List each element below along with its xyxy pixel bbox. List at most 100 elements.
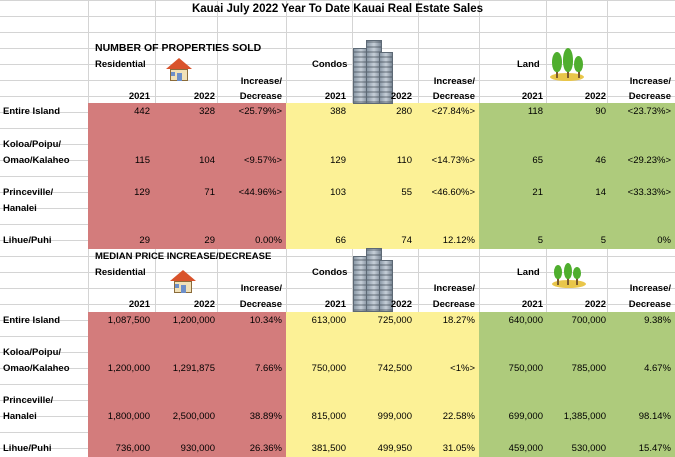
sold-res-2021-header: 2021: [128, 91, 150, 102]
cell: 999,000: [377, 411, 412, 422]
median-land-2022-header: 2022: [584, 299, 606, 310]
median-res-decrease-header: Decrease: [239, 299, 282, 310]
sold-cat-condos: Condos: [312, 59, 348, 70]
cell: 1,385,000: [563, 411, 606, 422]
median-res-2022-header: 2022: [193, 299, 215, 310]
cell: 7.66%: [255, 363, 282, 374]
residential-band-median: [88, 312, 286, 457]
sold-con-2021-header: 2021: [324, 91, 346, 102]
grid-row-line: [0, 256, 675, 257]
cell: 5: [600, 235, 606, 246]
cell: <25.79%>: [238, 106, 282, 117]
cell: 1,291,875: [172, 363, 215, 374]
cell: 736,000: [115, 443, 150, 454]
land-band-sold: [479, 103, 675, 249]
cell: 55: [401, 187, 412, 198]
condos-band-sold: [286, 103, 479, 249]
land-band-median: [479, 312, 675, 457]
row-label: Koloa/Poipu/: [3, 347, 62, 358]
cell: 118: [527, 106, 543, 117]
sold-land-2022-header: 2022: [584, 91, 606, 102]
cell: 4.67%: [644, 363, 671, 374]
cell: 785,000: [571, 363, 606, 374]
cell: 530,000: [571, 443, 606, 454]
grid-row-line: [0, 48, 675, 49]
cell: 38.89%: [249, 411, 282, 422]
cell: 71: [204, 187, 215, 198]
cell: 21: [532, 187, 543, 198]
building-icon: [353, 40, 393, 104]
cell: 110: [396, 155, 412, 166]
cell: 14: [595, 187, 606, 198]
median-con-increase-header: Increase/: [433, 283, 475, 294]
cell: 0.00%: [255, 235, 282, 246]
cell: 1,200,000: [172, 315, 215, 326]
row-label-2: Hanalei: [3, 411, 37, 422]
median-cat-condos: Condos: [312, 267, 348, 278]
cell: <44.96%>: [238, 187, 282, 198]
sold-cat-residential: Residential: [95, 59, 146, 70]
median-con-2021-header: 2021: [324, 299, 346, 310]
sold-res-decrease-header: Decrease: [239, 91, 282, 102]
cell: 90: [595, 106, 606, 117]
cell: 46: [595, 155, 606, 166]
sold-land-2021-header: 2021: [521, 91, 543, 102]
sold-con-increase-header: Increase/: [433, 76, 475, 87]
row-label: Entire Island: [3, 106, 61, 117]
row-label-2: Hanalei: [3, 203, 37, 214]
cell: <46.60%>: [431, 187, 475, 198]
building-icon: [353, 248, 393, 312]
trees-icon: [550, 262, 586, 288]
cell: 2,500,000: [172, 411, 215, 422]
grid-row-line: [0, 16, 675, 17]
median-cat-land: Land: [517, 267, 540, 278]
cell: 10.34%: [249, 315, 282, 326]
cell: 29: [204, 235, 215, 246]
grid-row-line: [0, 0, 675, 1]
grid-row-line: [0, 304, 675, 305]
row-label: Koloa/Poipu/: [3, 139, 62, 150]
cell: 280: [396, 106, 412, 117]
row-label-2: Omao/Kalaheo: [3, 363, 70, 374]
cell: 388: [330, 106, 346, 117]
cell: 815,000: [311, 411, 346, 422]
cell: <33.33%>: [627, 187, 671, 198]
cell: 129: [330, 155, 346, 166]
cell: <1%>: [450, 363, 475, 374]
grid-row-line: [0, 80, 675, 81]
cell: 15.47%: [638, 443, 671, 454]
cell: 104: [199, 155, 215, 166]
grid-row-line: [0, 272, 675, 273]
median-land-increase-header: Increase/: [629, 283, 671, 294]
cell: 74: [401, 235, 412, 246]
cell: 22.58%: [442, 411, 475, 422]
median-land-2021-header: 2021: [521, 299, 543, 310]
cell: 26.36%: [249, 443, 282, 454]
sold-res-2022-header: 2022: [193, 91, 215, 102]
sold-con-decrease-header: Decrease: [432, 91, 475, 102]
median-res-increase-header: Increase/: [240, 283, 282, 294]
grid-row-line: [0, 96, 675, 97]
cell: 31.05%: [442, 443, 475, 454]
cell: 499,950: [377, 443, 412, 454]
cell: 98.14%: [638, 411, 671, 422]
cell: 65: [532, 155, 543, 166]
sold-cat-land: Land: [517, 59, 540, 70]
cell: 459,000: [508, 443, 543, 454]
cell: 930,000: [180, 443, 215, 454]
trees-icon: [548, 45, 586, 81]
grid-row-line: [0, 32, 675, 33]
sold-res-increase-header: Increase/: [240, 76, 282, 87]
grid-row-line: [0, 64, 675, 65]
row-label: Princeville/: [3, 187, 54, 198]
house-icon: [170, 270, 196, 294]
cell: 381,500: [311, 443, 346, 454]
cell: <29.23%>: [627, 155, 671, 166]
cell: 18.27%: [442, 315, 475, 326]
sold-heading: NUMBER OF PROPERTIES SOLD: [95, 42, 262, 54]
cell: 12.12%: [442, 235, 475, 246]
cell: 442: [134, 106, 150, 117]
page-title: Kauai July 2022 Year To Date Kauai Real …: [191, 3, 484, 15]
cell: 29: [139, 235, 150, 246]
grid-row-line: [0, 288, 675, 289]
